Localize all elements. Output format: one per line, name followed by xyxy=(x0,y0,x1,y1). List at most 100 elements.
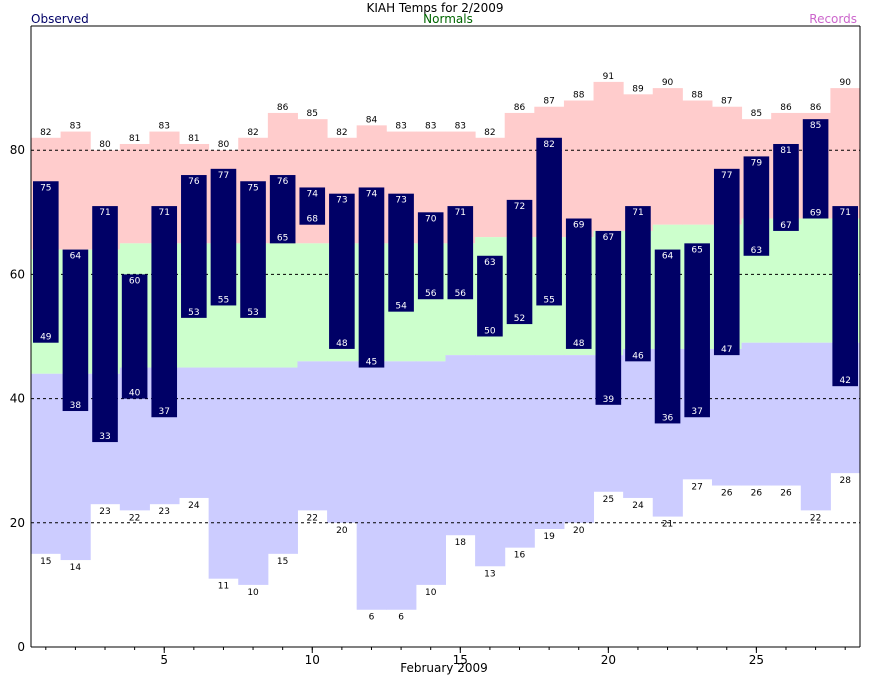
observed-bar xyxy=(240,181,266,318)
record-low-label: 6 xyxy=(369,613,375,623)
observed-high-label: 71 xyxy=(159,208,170,218)
record-low-label: 26 xyxy=(751,489,763,499)
x-tick-label: 10 xyxy=(305,653,320,667)
record-low-band xyxy=(327,361,358,523)
record-high-band xyxy=(652,88,683,225)
observed-low-label: 53 xyxy=(188,308,199,318)
observed-bar xyxy=(536,137,562,306)
observed-low-label: 68 xyxy=(307,215,319,225)
record-low-band xyxy=(415,361,446,585)
record-low-band xyxy=(356,361,387,610)
record-low-label: 14 xyxy=(70,563,82,573)
legend-records: Records xyxy=(809,12,857,26)
y-tick-label: 20 xyxy=(10,516,25,530)
record-high-label: 83 xyxy=(159,122,170,132)
record-high-label: 85 xyxy=(751,109,762,119)
observed-low-label: 37 xyxy=(159,407,170,417)
observed-bar xyxy=(181,175,207,318)
record-low-label: 27 xyxy=(691,482,702,492)
observed-high-label: 75 xyxy=(247,183,258,193)
record-low-label: 20 xyxy=(573,526,585,536)
record-low-band xyxy=(267,367,298,554)
observed-bar xyxy=(713,168,740,356)
observed-high-label: 69 xyxy=(573,221,585,231)
observed-high-label: 73 xyxy=(395,196,406,206)
record-low-label: 20 xyxy=(336,526,348,536)
record-low-label: 24 xyxy=(188,501,200,511)
observed-bar xyxy=(269,175,296,244)
observed-high-label: 65 xyxy=(691,245,702,255)
observed-low-label: 55 xyxy=(218,295,229,305)
observed-bar xyxy=(447,206,474,300)
observed-low-label: 48 xyxy=(336,339,348,349)
observed-low-label: 53 xyxy=(247,308,258,318)
observed-bar xyxy=(210,168,237,306)
record-low-band xyxy=(563,355,595,523)
observed-high-label: 74 xyxy=(307,189,319,199)
observed-low-label: 38 xyxy=(70,401,82,411)
record-high-label: 86 xyxy=(810,103,822,113)
record-high-label: 82 xyxy=(40,128,51,138)
record-high-band xyxy=(830,88,861,219)
record-high-band xyxy=(593,81,624,231)
observed-high-label: 81 xyxy=(780,146,791,156)
observed-high-label: 85 xyxy=(810,121,821,131)
observed-bar xyxy=(743,156,770,256)
record-high-label: 81 xyxy=(129,134,140,144)
record-low-band xyxy=(504,355,535,548)
observed-low-label: 56 xyxy=(425,289,437,299)
observed-bar xyxy=(388,193,414,312)
record-low-label: 19 xyxy=(543,532,555,542)
observed-high-label: 76 xyxy=(188,177,200,187)
x-tick-label: 5 xyxy=(160,653,168,667)
record-low-label: 22 xyxy=(307,513,318,523)
observed-bar xyxy=(684,243,710,418)
record-high-band xyxy=(60,131,91,250)
y-tick-label: 0 xyxy=(17,640,25,654)
record-high-label: 82 xyxy=(336,128,347,138)
observed-low-label: 55 xyxy=(543,295,554,305)
record-high-label: 91 xyxy=(603,72,614,82)
record-high-label: 86 xyxy=(277,103,289,113)
record-low-label: 22 xyxy=(810,513,821,523)
y-tick-label: 60 xyxy=(10,267,25,281)
record-low-band xyxy=(711,348,743,486)
record-low-label: 11 xyxy=(218,582,229,592)
x-tick-label: 15 xyxy=(453,653,468,667)
observed-high-label: 71 xyxy=(839,208,850,218)
observed-low-label: 49 xyxy=(40,333,52,343)
normal-band xyxy=(771,218,802,343)
record-low-band xyxy=(445,355,476,536)
record-low-label: 13 xyxy=(484,569,495,579)
record-low-label: 26 xyxy=(780,489,792,499)
observed-high-label: 60 xyxy=(129,276,141,286)
observed-low-label: 39 xyxy=(603,395,615,405)
observed-low-label: 47 xyxy=(721,345,732,355)
observed-bar xyxy=(654,249,681,424)
record-low-label: 18 xyxy=(455,538,467,548)
observed-bar xyxy=(92,206,118,443)
observed-bar xyxy=(477,255,503,337)
observed-high-label: 72 xyxy=(514,202,525,212)
record-high-label: 88 xyxy=(691,91,703,101)
record-high-band xyxy=(119,143,150,244)
record-low-band xyxy=(297,361,328,511)
record-high-label: 84 xyxy=(366,115,378,125)
record-high-label: 86 xyxy=(514,103,526,113)
observed-bar xyxy=(625,206,651,362)
record-low-label: 15 xyxy=(277,557,288,567)
observed-high-label: 63 xyxy=(484,258,495,268)
observed-high-label: 82 xyxy=(543,140,554,150)
record-high-label: 81 xyxy=(188,134,199,144)
observed-high-label: 67 xyxy=(603,233,614,243)
observed-low-label: 48 xyxy=(573,339,585,349)
chart-title: KIAH Temps for 2/2009 xyxy=(366,1,503,15)
observed-low-label: 65 xyxy=(277,233,288,243)
record-high-label: 82 xyxy=(247,128,258,138)
observed-low-label: 56 xyxy=(455,289,467,299)
record-low-label: 23 xyxy=(99,507,110,517)
observed-bar xyxy=(62,249,89,412)
record-low-label: 26 xyxy=(721,489,733,499)
observed-high-label: 64 xyxy=(662,252,674,262)
record-high-label: 82 xyxy=(484,128,495,138)
